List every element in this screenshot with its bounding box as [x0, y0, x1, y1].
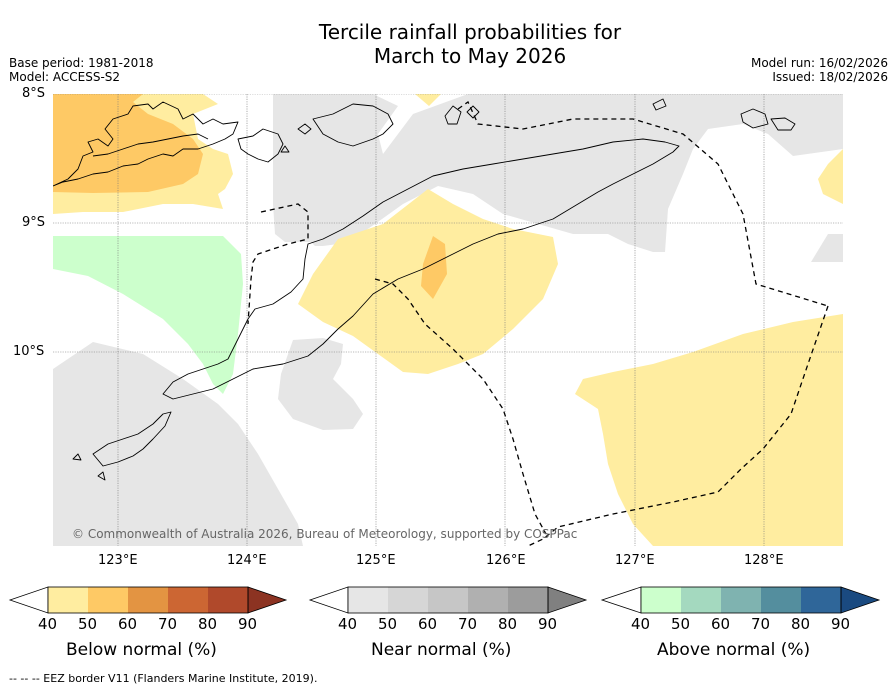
lat-label-9s: 9°S: [22, 215, 46, 230]
sawu-islet: [97, 471, 106, 481]
legend-above-swatch-4: [761, 587, 801, 613]
map-title: Tercile rainfall probabilities for March…: [0, 20, 896, 68]
below-normal-region-top-notch: [415, 94, 441, 106]
lon-label-123e: 123°E: [98, 553, 138, 568]
rote-islet: [72, 453, 82, 461]
legend-near-tick: 70: [458, 615, 478, 633]
legend-above-swatch-3: [721, 587, 761, 613]
legend-near-arrow-left: [308, 586, 349, 614]
flores-coastline: [53, 101, 239, 187]
copyright-notice: © Commonwealth of Australia 2026, Bureau…: [72, 527, 578, 541]
legend-above-swatch-1: [641, 587, 681, 613]
eez-border: [247, 101, 829, 546]
legend-below-tick: 60: [118, 615, 138, 633]
small-islet-2: [280, 145, 290, 153]
near-normal-region-east: [811, 234, 843, 262]
above-normal-region-west: [53, 236, 243, 394]
map-canvas: [53, 94, 843, 546]
legend-near-colorbar: [308, 586, 588, 614]
islet-east-1: [740, 108, 769, 129]
meta-right: Model run: 16/02/2026 Issued: 18/02/2026: [751, 56, 888, 84]
lon-label-125e: 125°E: [356, 553, 396, 568]
legend-above-arrow-left: [600, 586, 642, 614]
legend-near-tick: 40: [338, 615, 358, 633]
legend-colorbars: [8, 586, 881, 614]
islet-east-2: [770, 117, 796, 131]
legend-near-tick: 50: [378, 615, 398, 633]
legend-below-tick: 80: [198, 615, 218, 633]
below-normal-region-north-inner: [53, 94, 203, 193]
near-normal-region-southwest: [53, 342, 303, 546]
lon-label-124e: 124°E: [227, 553, 267, 568]
legend-above-tick: 80: [791, 615, 811, 633]
legend-above-tick: 60: [711, 615, 731, 633]
legend-near-swatch-1: [348, 587, 388, 613]
legend-below-swatch-5: [208, 587, 248, 613]
legend-below-colorbar: [8, 586, 288, 614]
meta-left: Base period: 1981-2018 Model: ACCESS-S2: [9, 56, 154, 84]
legend-near-swatch-4: [468, 587, 508, 613]
legend-below-tick: 70: [158, 615, 178, 633]
legend-above-tick: 90: [831, 615, 851, 633]
title-line-2: March to May 2026: [373, 44, 567, 68]
flores-inner-coastline: [92, 133, 209, 157]
legend-above-swatch-5: [801, 587, 841, 613]
legend-near-tick: 60: [418, 615, 438, 633]
alor-coastline: [237, 128, 284, 163]
islet-northeast: [652, 98, 667, 111]
legend-below-swatch-2: [88, 587, 128, 613]
legend-below-tick: 90: [238, 615, 258, 633]
legend-below-swatch-3: [128, 587, 168, 613]
lat-label-10s: 10°S: [13, 344, 45, 359]
eez-footer-note: -- -- -- EEZ border V11 (Flanders Marine…: [9, 672, 318, 685]
legend-below-swatch-1: [48, 587, 88, 613]
legend-below-swatch-4: [168, 587, 208, 613]
legend-above-label: Above normal (%): [657, 640, 811, 660]
legend-near-arrow-right: [547, 586, 588, 614]
timor-coastline: [162, 138, 680, 400]
below-normal-region-east-edge: [818, 149, 843, 204]
below-normal-region-southeast: [575, 314, 843, 546]
model-run: Model run: 16/02/2026: [750, 56, 888, 70]
model-name: Model: ACCESS-S2: [9, 70, 121, 84]
legend-near-swatch-3: [428, 587, 468, 613]
base-period: Base period: 1981-2018: [9, 56, 154, 70]
legend-near-swatch-5: [508, 587, 548, 613]
legend-near-label: Near normal (%): [371, 640, 512, 660]
near-normal-region-north: [273, 94, 843, 252]
legend-above-swatch-2: [681, 587, 721, 613]
legend-near-tick: 80: [498, 615, 518, 633]
lon-label-127e: 127°E: [615, 553, 655, 568]
legend-above-tick: 40: [631, 615, 651, 633]
legend-above-tick: 50: [671, 615, 691, 633]
legend-near-tick: 90: [538, 615, 558, 633]
legend-below-tick: 40: [38, 615, 58, 633]
issued-date: Issued: 18/02/2026: [772, 70, 888, 84]
wetar-coastline: [312, 103, 394, 147]
near-normal-region-corner: [73, 519, 115, 546]
small-islet-1: [297, 123, 312, 135]
islet-north-1: [444, 105, 462, 125]
graticule: [53, 94, 843, 546]
below-normal-region-central-core: [421, 236, 447, 299]
lon-label-128e: 128°E: [744, 553, 784, 568]
rote-coastline: [92, 411, 172, 467]
legend-above-colorbar: [600, 586, 881, 614]
legend-below-arrow-right: [247, 586, 288, 614]
lat-label-8s: 8°S: [22, 86, 46, 101]
legend-below-arrow-left: [8, 586, 49, 614]
legend-near-swatch-2: [388, 587, 428, 613]
legend-below-label: Below normal (%): [66, 640, 217, 660]
legend-above-arrow-right: [840, 586, 881, 614]
near-normal-region-timor: [278, 338, 363, 430]
lon-label-126e: 126°E: [486, 553, 526, 568]
legend-above-tick: 70: [751, 615, 771, 633]
coastlines: [53, 98, 796, 481]
legend-below-tick: 50: [78, 615, 98, 633]
title-line-1: Tercile rainfall probabilities for: [318, 20, 622, 44]
